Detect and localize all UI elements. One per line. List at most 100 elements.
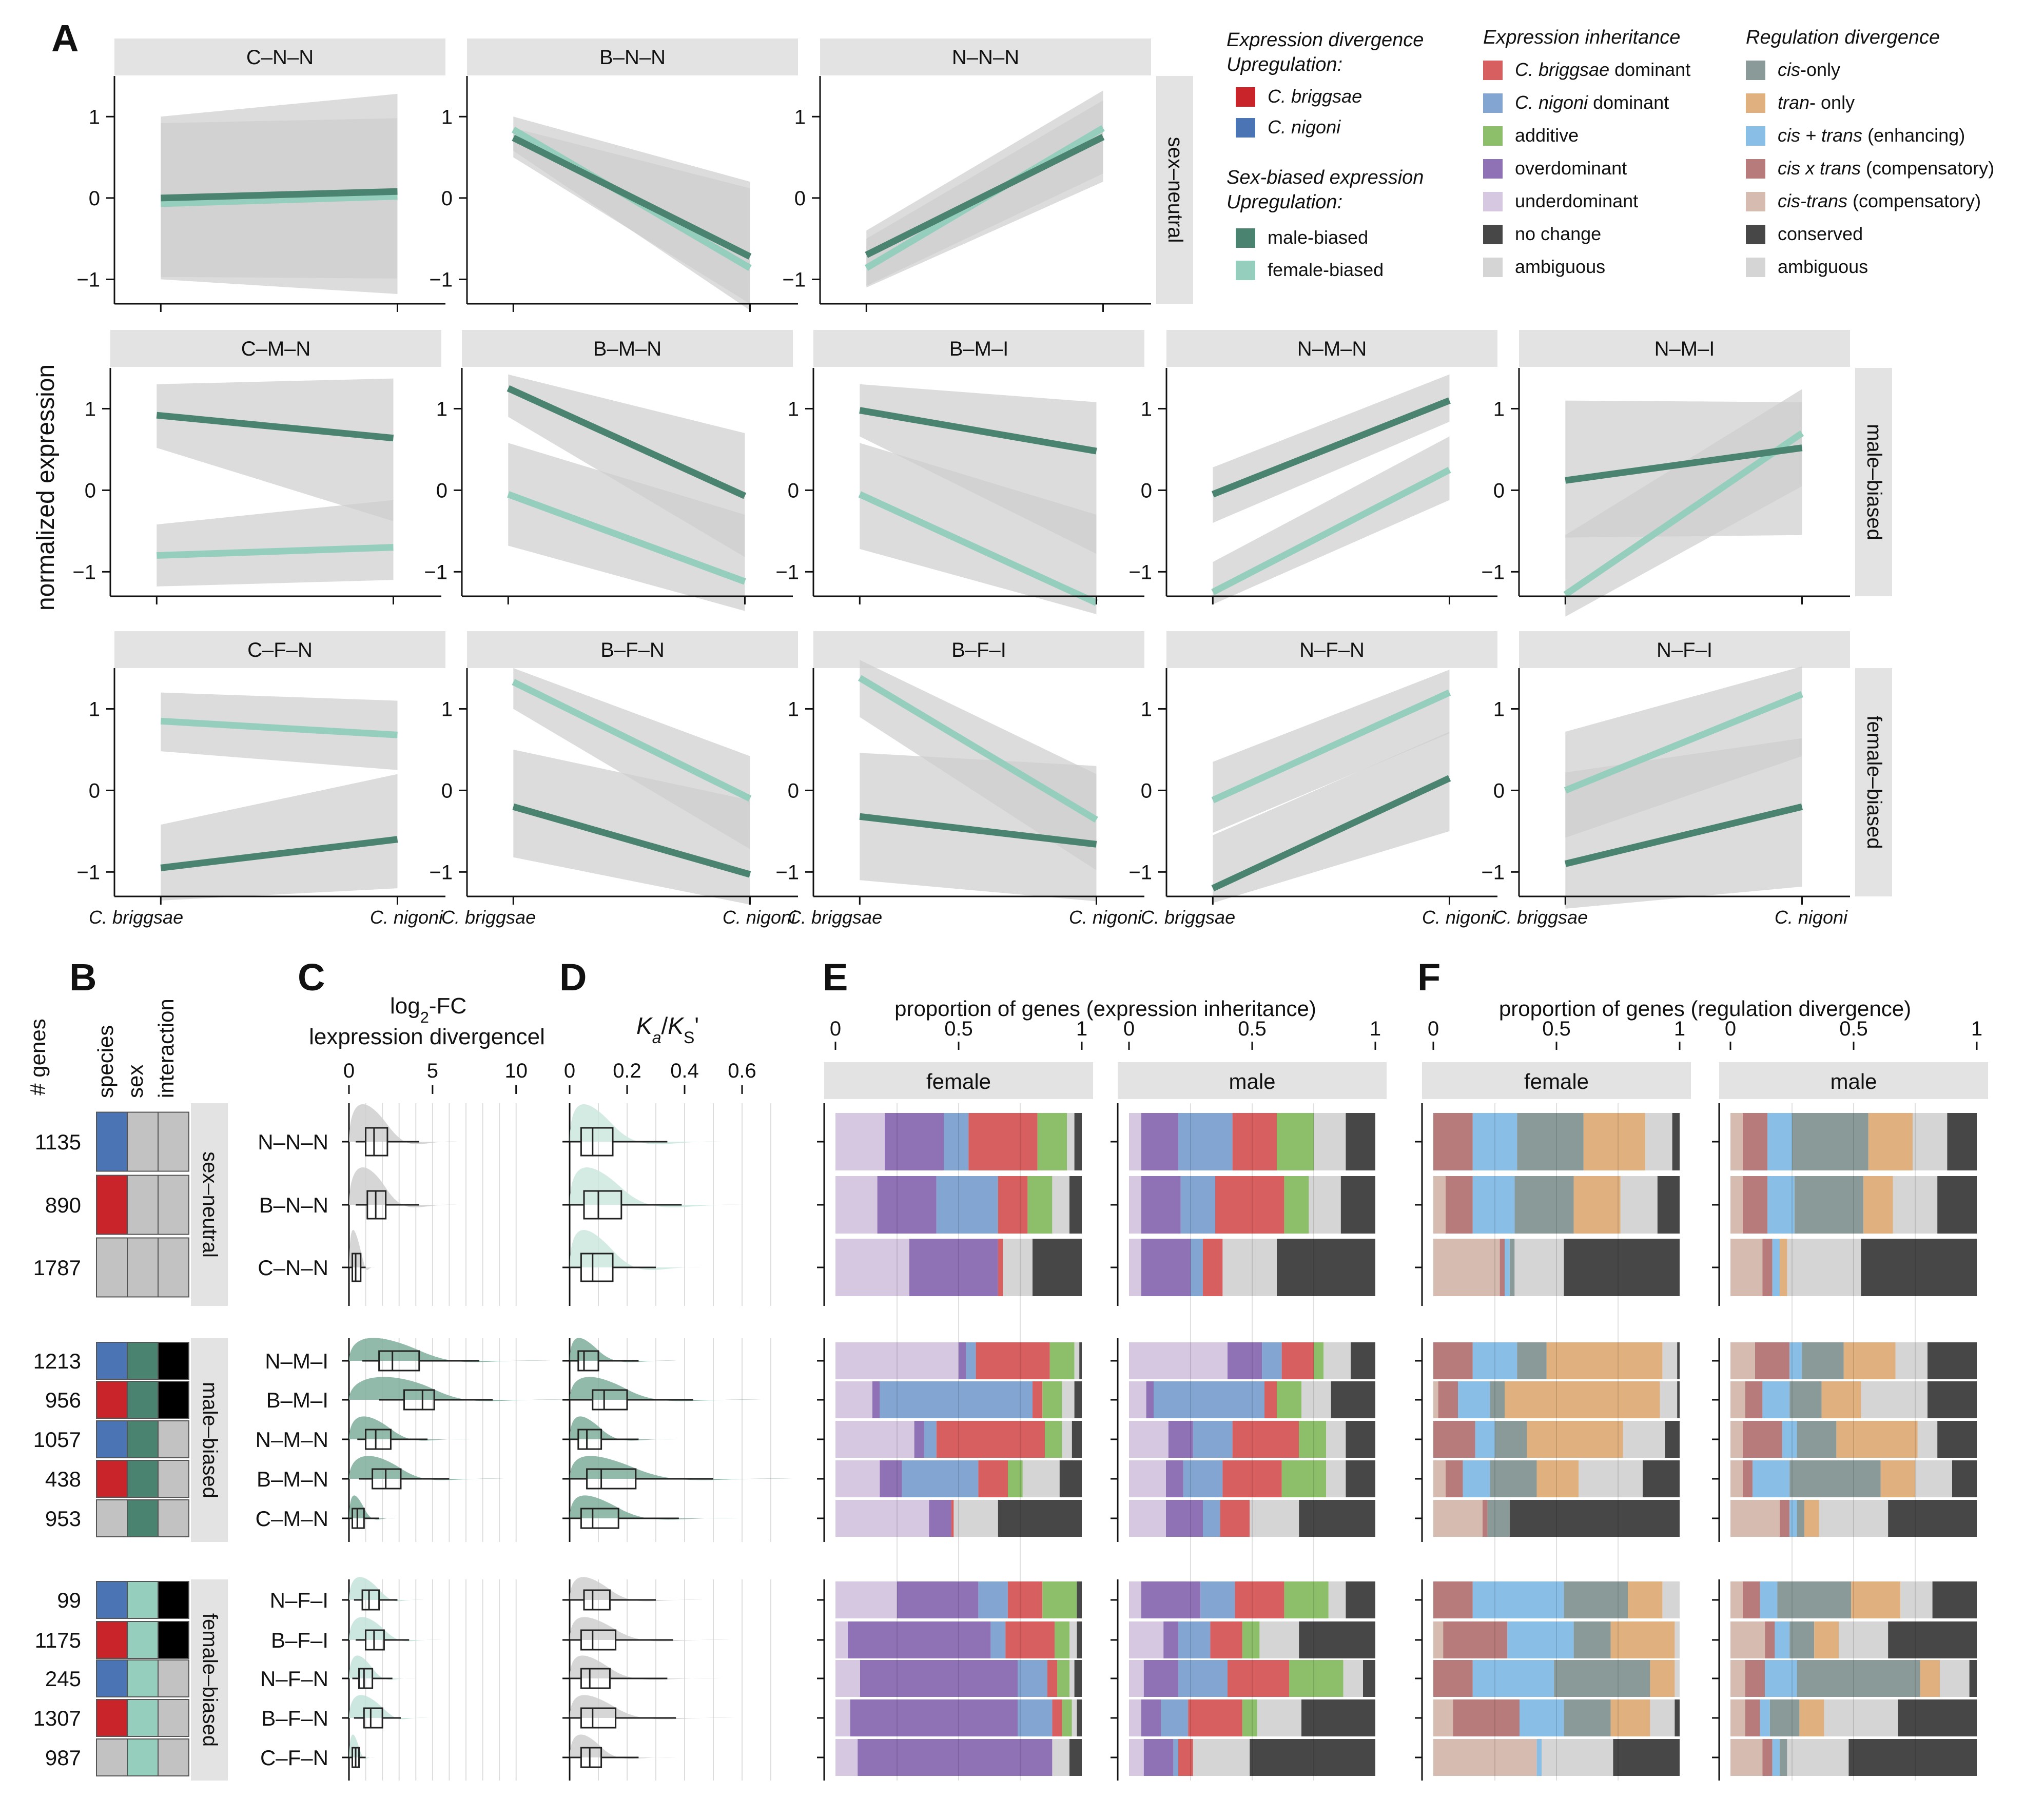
heatmap-cell [96, 1381, 128, 1419]
bar-segment-cis_trans [1730, 1176, 1743, 1234]
bar-segment-trans_only [1583, 1113, 1645, 1170]
bar-segment-trans_only [1821, 1381, 1861, 1418]
x-tick-label: 0 [830, 1018, 841, 1040]
bar-segment-cn_dominant [1203, 1500, 1220, 1537]
bar-segment-cis_only [1789, 1621, 1815, 1658]
bar-segment-conserved [1677, 1381, 1680, 1418]
x-tick-label: 1 [1370, 1018, 1381, 1040]
bar-segment-cb_dominant [951, 1500, 954, 1537]
bar-segment-cis_plus_trans [1753, 1460, 1790, 1497]
legend-label: cis-trans (compensatory) [1778, 190, 1981, 211]
heatmap-cell [158, 1420, 189, 1458]
facet-female: 0 0.5 1 female [817, 1018, 1093, 1781]
bar-segment-cis_plus_trans [1520, 1699, 1564, 1736]
bar-segment-additive [1027, 1176, 1053, 1234]
bar-segment-overdominant [1141, 1113, 1178, 1170]
bar-segment-cn_dominant [1178, 1660, 1228, 1697]
bar-segment-cis_x_trans [1745, 1699, 1760, 1736]
row-label: B–N–N [259, 1193, 328, 1217]
row-label: N–M–I [265, 1349, 328, 1373]
female-line [858, 491, 1098, 606]
bar-segment-conserved [1928, 1381, 1977, 1418]
density [349, 1377, 572, 1401]
heatmap-cell [96, 1699, 128, 1737]
facet-strip [820, 38, 1151, 75]
row-strip [1855, 668, 1892, 896]
y-tick-label: 1 [436, 398, 447, 420]
bar-segment-additive [1314, 1342, 1324, 1379]
bar-segment-conserved [1888, 1621, 1977, 1658]
male-line [1564, 803, 1803, 867]
facet-male: 0 0.5 1 male [1111, 1018, 1387, 1781]
bar-segment-underdominant [835, 1699, 850, 1736]
bar-segment-cis_plus_trans [1765, 1660, 1797, 1697]
y-tick-label: 0 [89, 187, 100, 210]
column-header: species [93, 1025, 118, 1098]
x-tick-label: 0 [343, 1060, 355, 1082]
facet-C–M–N: C–M–N −1 0 1 [72, 330, 441, 604]
bar-segment-no_change [1077, 1699, 1082, 1736]
female-line [157, 544, 394, 559]
row-label: B–M–I [266, 1388, 328, 1412]
bar-segment-cb_dominant [1203, 1239, 1223, 1296]
bar-segment-cn_dominant [1191, 1239, 1203, 1296]
bar-segment-no_change [1077, 1581, 1082, 1618]
legend-label: overdominant [1515, 158, 1627, 179]
box-group [562, 1577, 771, 1781]
legend-swatch [1483, 126, 1503, 146]
legend-title: Expression inheritance [1483, 27, 1680, 48]
bar-segment-ambiguous [1326, 1460, 1346, 1497]
bar-segment-ambiguous [1069, 1621, 1077, 1658]
x-tick-label-left: C. briggsae [1493, 907, 1588, 928]
bar-segment-cis_plus_trans [1472, 1176, 1515, 1234]
x-tick-label-left: C. briggsae [1141, 907, 1235, 928]
facet-strip [110, 330, 441, 367]
bar-segment-cis_trans [1433, 1621, 1444, 1658]
x-tick-label: 10 [504, 1060, 528, 1082]
bar-segment-no_change [1072, 1421, 1082, 1458]
bar-segment-cis_plus_trans [1463, 1460, 1490, 1497]
x-tick-label-left: C. briggsae [441, 907, 536, 928]
heatmap-cell [96, 1621, 128, 1659]
heatmap-cell [96, 1499, 128, 1537]
stack-title: proportion of genes (regulation divergen… [1499, 996, 1911, 1021]
bar-segment-ambiguous [1193, 1739, 1250, 1776]
x-tick-label-right: C. nigoni [1069, 907, 1142, 928]
legend-label: C. nigoni [1268, 116, 1341, 138]
y-tick-label: 1 [89, 106, 100, 128]
bar-segment-no_change [1301, 1699, 1375, 1736]
bar-segment-cis_only [1517, 1113, 1584, 1170]
bar-segment-cis_plus_trans [1507, 1621, 1574, 1658]
bar-segment-overdominant [850, 1699, 1018, 1736]
bar-segment-underdominant [1129, 1113, 1141, 1170]
legend-swatch [1483, 192, 1503, 211]
bar-segment-cis_only [1789, 1381, 1822, 1418]
box [403, 1389, 435, 1411]
bar-segment-underdominant [835, 1500, 929, 1537]
bar-segment-conserved [1657, 1176, 1680, 1234]
bar-segment-cb_dominant [1228, 1660, 1289, 1697]
box [580, 1707, 617, 1729]
box [352, 1253, 362, 1282]
bar-segment-overdominant [1141, 1239, 1191, 1296]
facet-B–F–I: B–F–I −1 0 1 C. briggsae C. nigoni [775, 631, 1144, 928]
legend-label: C. briggsae dominant [1515, 59, 1690, 80]
bar-segment-ambiguous [1824, 1699, 1898, 1736]
panel-letter-F: F [1417, 956, 1440, 999]
bar-segment-overdominant [877, 1176, 937, 1234]
bar-segment-cis_x_trans [1780, 1500, 1790, 1537]
heatmap-cell [96, 1738, 128, 1776]
bar-segment-cb_dominant [1232, 1421, 1299, 1458]
heatmap-cell [127, 1621, 159, 1659]
female-line [1564, 691, 1803, 794]
bar-segment-trans_only [1546, 1342, 1663, 1379]
heatmap-cell [158, 1499, 189, 1537]
density [570, 1229, 704, 1270]
bar-segment-cis_x_trans [1433, 1581, 1473, 1618]
legend-label: tran- only [1778, 92, 1855, 113]
heatmap-cell [158, 1111, 189, 1172]
box [352, 1508, 365, 1529]
bar-segment-overdominant [1143, 1660, 1178, 1697]
panel-letter-D: D [559, 956, 587, 999]
